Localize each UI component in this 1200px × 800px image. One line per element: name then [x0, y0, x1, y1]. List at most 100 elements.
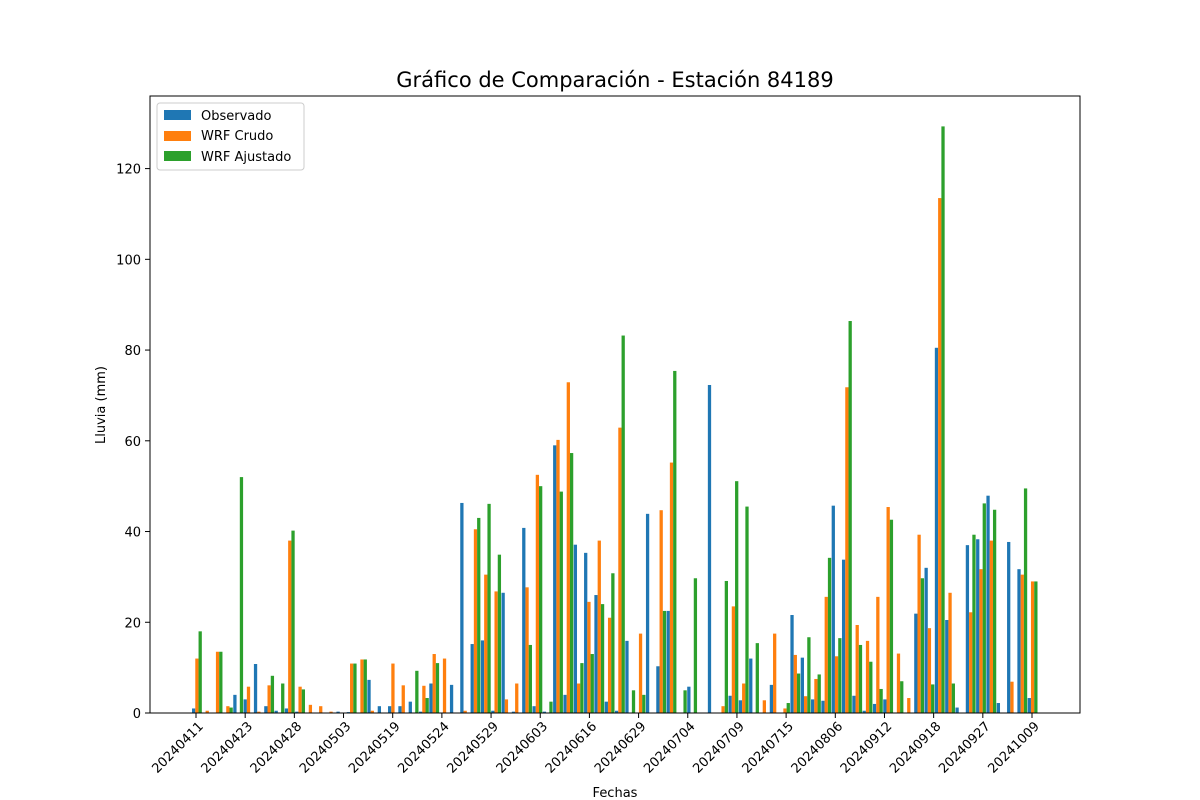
bar-wrf-crudo-43: [638, 633, 643, 713]
bar-observado-28: [480, 640, 485, 713]
bar-wrf-crudo-20: [401, 685, 405, 713]
bar-observado-33: [532, 706, 536, 713]
bar-wrf-crudo-30: [504, 699, 509, 713]
bar-wrf-crudo-33: [535, 474, 540, 713]
bar-observado-81: [1027, 698, 1031, 713]
bar-wrf-crudo-81: [1030, 581, 1035, 713]
bar-wrf-crudo-36: [566, 382, 570, 713]
bar-wrf-ajustado-60: [817, 674, 821, 713]
bar-wrf-ajustado-21: [415, 670, 419, 713]
bar-observado-65: [862, 710, 866, 713]
bar-observado-0: [192, 708, 196, 713]
bar-wrf-crudo-35: [556, 439, 560, 713]
bar-wrf-crudo-73: [948, 592, 952, 713]
bar-wrf-crudo-68: [896, 653, 901, 713]
bar-wrf-ajustado-67: [889, 519, 894, 713]
bar-wrf-crudo-51: [721, 706, 725, 713]
bar-wrf-crudo-45: [659, 510, 663, 713]
bar-wrf-crudo-67: [886, 507, 890, 713]
bar-wrf-ajustado-64: [858, 644, 863, 713]
bar-wrf-crudo-62: [834, 656, 839, 713]
bar-wrf-crudo-77: [989, 540, 993, 713]
bar-wrf-ajustado-43: [642, 694, 646, 713]
bars-group: [192, 126, 1038, 713]
bar-wrf-ajustado-27: [477, 517, 481, 713]
bar-wrf-crudo-69: [907, 698, 911, 713]
bar-observado-9: [284, 708, 289, 713]
bar-observado-4: [233, 694, 237, 713]
bar-observado-41: [615, 710, 619, 713]
bar-observado-44: [645, 513, 650, 713]
bar-observado-54: [749, 658, 753, 713]
bar-wrf-ajustado-41: [621, 335, 625, 713]
bar-wrf-crudo-55: [762, 700, 766, 713]
bar-wrf-ajustado-3: [229, 707, 233, 713]
bar-observado-36: [563, 694, 567, 713]
y-tick-label: 60: [124, 435, 141, 450]
bar-wrf-ajustado-45: [662, 610, 667, 713]
bar-observado-20: [398, 706, 402, 713]
bar-observado-80: [1017, 569, 1021, 713]
bar-wrf-ajustado-0: [198, 631, 202, 713]
bar-wrf-crudo-79: [1010, 681, 1014, 713]
bar-observado-71: [924, 567, 928, 713]
bar-wrf-ajustado-28: [487, 503, 491, 713]
bar-wrf-ajustado-52: [735, 481, 739, 713]
bar-wrf-crudo-75: [969, 612, 973, 713]
bar-wrf-ajustado-34: [549, 701, 553, 713]
bar-wrf-crudo-1: [205, 710, 209, 713]
bar-wrf-crudo-15: [350, 663, 354, 713]
bar-observado-38: [584, 552, 588, 713]
bar-observado-7: [264, 706, 268, 713]
bar-wrf-crudo-66: [876, 596, 880, 713]
bar-observado-40: [604, 701, 608, 713]
bar-observado-53: [738, 700, 743, 713]
bar-wrf-crudo-32: [525, 587, 529, 713]
bar-wrf-ajustado-38: [590, 654, 594, 713]
bar-observado-22: [418, 711, 423, 713]
bar-wrf-ajustado-81: [1034, 581, 1038, 713]
bar-wrf-crudo-9: [288, 540, 292, 713]
bar-observado-63: [841, 559, 846, 713]
bar-observado-8: [274, 710, 278, 713]
bar-wrf-ajustado-51: [724, 580, 728, 713]
bar-wrf-ajustado-61: [827, 557, 832, 713]
bar-wrf-crudo-65: [865, 640, 870, 713]
bar-observado-23: [429, 683, 433, 713]
bar-wrf-crudo-2: [215, 651, 220, 713]
bar-wrf-ajustado-7: [270, 675, 275, 713]
bar-wrf-ajustado-37: [580, 663, 584, 713]
bar-wrf-ajustado-36: [569, 453, 574, 713]
bar-observado-42: [625, 640, 629, 713]
bar-wrf-ajustado-48: [693, 578, 698, 713]
y-tick-label: 100: [116, 253, 141, 268]
bar-wrf-ajustado-72: [941, 126, 945, 713]
bar-wrf-crudo-27: [473, 529, 478, 713]
bar-wrf-ajustado-42: [631, 690, 636, 713]
bar-wrf-crudo-26: [463, 710, 467, 713]
legend-frame: [156, 102, 305, 171]
bar-wrf-ajustado-66: [879, 688, 883, 713]
bar-wrf-crudo-10: [298, 686, 302, 713]
bar-wrf-ajustado-77: [992, 509, 997, 713]
bar-wrf-crudo-7: [267, 685, 271, 713]
bar-observado-77: [986, 495, 990, 713]
bar-wrf-crudo-58: [793, 654, 797, 713]
bar-observado-5: [243, 699, 247, 713]
bar-wrf-ajustado-53: [745, 506, 749, 713]
bar-observado-45: [656, 666, 660, 713]
bar-observado-64: [852, 695, 856, 713]
bar-wrf-crudo-40: [607, 617, 612, 713]
bar-wrf-crudo-3: [226, 706, 230, 713]
bar-wrf-ajustado-62: [838, 638, 842, 713]
bar-observado-48: [687, 686, 691, 713]
bar-observado-58: [790, 615, 794, 713]
legend: Observado WRF Crudo WRF Ajustado: [156, 102, 305, 171]
bar-wrf-ajustado-22: [425, 698, 429, 713]
bar-observado-10: [295, 711, 299, 713]
bar-observado-76: [976, 539, 980, 713]
bar-observado-72: [934, 347, 939, 713]
bar-wrf-ajustado-76: [982, 503, 986, 713]
bar-wrf-crudo-46: [669, 462, 674, 713]
bar-wrf-ajustado-75: [972, 534, 976, 713]
